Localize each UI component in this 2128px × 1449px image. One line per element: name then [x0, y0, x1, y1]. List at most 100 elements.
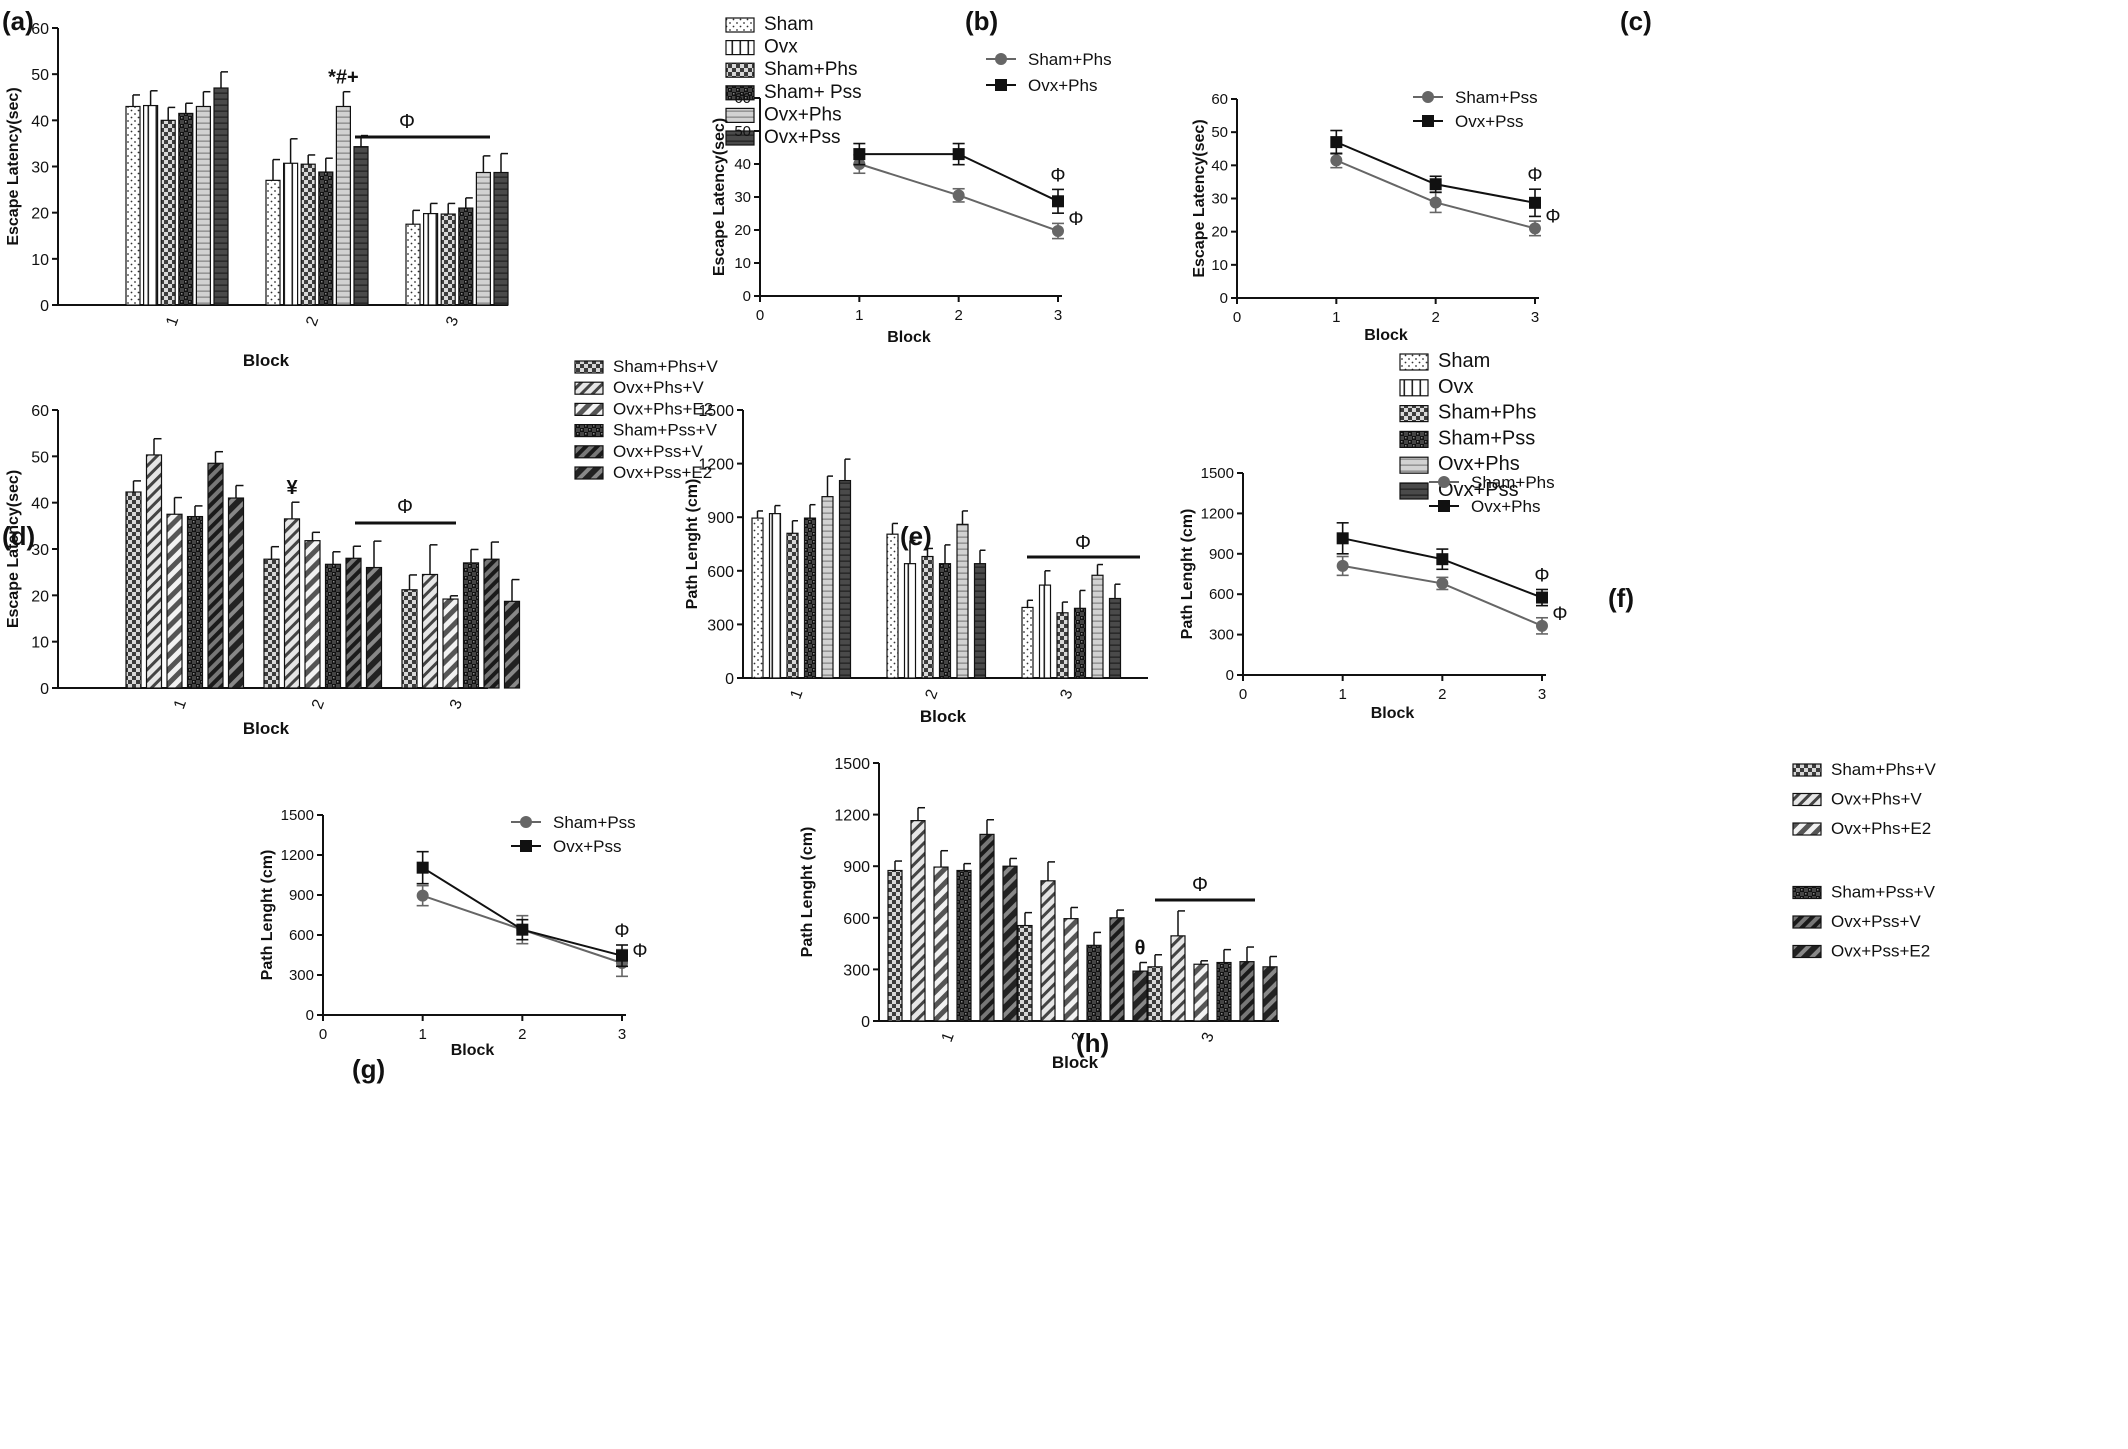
- bar: [1021, 606, 1034, 679]
- y-tick-label: 60: [31, 403, 49, 420]
- legend-swatch: [1399, 405, 1429, 423]
- bar: [1108, 597, 1122, 679]
- legend-marker: [1422, 91, 1434, 103]
- y-tick-label: 30: [1211, 191, 1228, 208]
- significance-marker: Φ: [632, 941, 647, 962]
- significance-marker: *#+: [328, 67, 359, 89]
- x-axis-label: Block: [451, 1042, 495, 1059]
- legend-swatch: [1399, 379, 1429, 397]
- bar: [1073, 607, 1087, 679]
- legend-swatch: [725, 130, 755, 146]
- panel-label-g: (g): [352, 1054, 385, 1084]
- y-axis-label: Escape Latency(sec): [5, 87, 22, 245]
- bar: [1040, 880, 1056, 1022]
- legend-label: Ovx+Pss+E2: [1831, 942, 1930, 961]
- bar: [503, 600, 521, 689]
- legend-swatch: [574, 360, 604, 374]
- legend-label: Ovx+Phs: [764, 104, 842, 125]
- legend-swatch: [1792, 885, 1822, 900]
- bar: [973, 563, 987, 679]
- legend-label: Ovx+Pss: [764, 127, 841, 148]
- y-tick-label: 900: [289, 887, 314, 904]
- y-axis-label: Escape Latency(sec): [1191, 119, 1208, 277]
- bar: [768, 513, 782, 679]
- y-tick-label: 300: [707, 617, 734, 634]
- y-tick-label: 20: [734, 222, 751, 239]
- significance-marker: Φ: [397, 496, 413, 518]
- y-tick-label: 50: [31, 449, 49, 466]
- bar: [458, 207, 474, 306]
- panel-label-f: (f): [1608, 583, 1634, 613]
- bar: [442, 598, 459, 689]
- legend-swatch: [1792, 944, 1822, 959]
- bar: [803, 517, 817, 679]
- y-tick-label: 50: [31, 67, 49, 84]
- x-tick-label: 3: [1199, 1030, 1218, 1044]
- y-tick-label: 30: [734, 189, 751, 206]
- y-tick-label: 0: [861, 1014, 870, 1031]
- x-tick-label: 0: [756, 307, 764, 324]
- legend-label: Sham+Pss: [553, 813, 636, 832]
- legend-label: Sham: [1438, 350, 1490, 372]
- y-tick-label: 1200: [281, 847, 314, 864]
- data-point: [416, 861, 429, 874]
- y-axis-label: Escape Latency(sec): [5, 470, 22, 628]
- bar: [1038, 584, 1052, 679]
- bar: [401, 589, 418, 689]
- y-tick-label: 10: [31, 635, 49, 652]
- bar: [751, 517, 764, 679]
- x-tick-label: 1: [788, 687, 807, 701]
- bar: [1193, 963, 1209, 1022]
- bar: [304, 540, 321, 689]
- legend-swatch: [725, 107, 755, 124]
- legend-label: Sham+Pss+V: [1831, 883, 1936, 902]
- y-tick-label: 0: [1220, 290, 1228, 307]
- y-tick-label: 600: [289, 927, 314, 944]
- data-point: [1436, 553, 1449, 566]
- bar: [227, 497, 245, 689]
- data-point: [952, 189, 965, 202]
- legend-label: Ovx: [1438, 376, 1474, 398]
- x-tick-label: 1: [171, 697, 190, 711]
- legend-label: Ovx+Pss+E2: [613, 463, 712, 482]
- significance-marker: Φ: [1534, 565, 1549, 586]
- legend-swatch: [574, 445, 604, 459]
- bar: [263, 558, 280, 689]
- y-tick-label: 40: [1211, 157, 1228, 174]
- data-point: [952, 148, 965, 161]
- line-chart-g: 0 300 600 900 1200 1500 0 1 2 3 Path Lenght (cm) Bl…: [259, 807, 648, 1059]
- x-tick-label: 2: [303, 314, 322, 328]
- x-tick-label: 1: [418, 1026, 426, 1043]
- legend-marker: [520, 816, 532, 828]
- bar: [910, 820, 926, 1022]
- y-tick-label: 900: [707, 510, 734, 527]
- bar: [207, 462, 224, 689]
- legend-swatch: [1399, 456, 1429, 474]
- x-axis-label: Block: [1052, 1053, 1099, 1072]
- legend-label: Sham+Phs+V: [613, 357, 719, 376]
- bar: [903, 563, 917, 679]
- panel-label-e: (e): [900, 521, 932, 551]
- x-axis-label: Block: [243, 351, 290, 370]
- bar: [886, 533, 899, 679]
- legend-swatch: [1399, 353, 1429, 371]
- bar: [1132, 970, 1148, 1022]
- bar: [143, 104, 159, 306]
- legend-label: Ovx+Phs: [1028, 76, 1097, 95]
- bar: [318, 171, 334, 306]
- y-tick-label: 60: [1211, 91, 1228, 108]
- y-tick-label: 1200: [698, 457, 734, 474]
- line-chart-c: 0 10 20 30 40 50 60 0 1 2 3 Escape Latency(sec) Bloc…: [1191, 88, 1561, 344]
- y-tick-label: 40: [31, 113, 49, 130]
- legend-swatch: [574, 381, 604, 395]
- data-point: [1429, 178, 1442, 191]
- legend-label: Sham+ Pss: [764, 82, 862, 103]
- y-tick-label: 60: [734, 90, 751, 107]
- legend-label: Ovx+Pss+V: [613, 442, 703, 461]
- legend-swatch: [1792, 792, 1822, 807]
- bar: [186, 515, 204, 689]
- bar: [1002, 865, 1018, 1022]
- legend-marker: [520, 840, 532, 852]
